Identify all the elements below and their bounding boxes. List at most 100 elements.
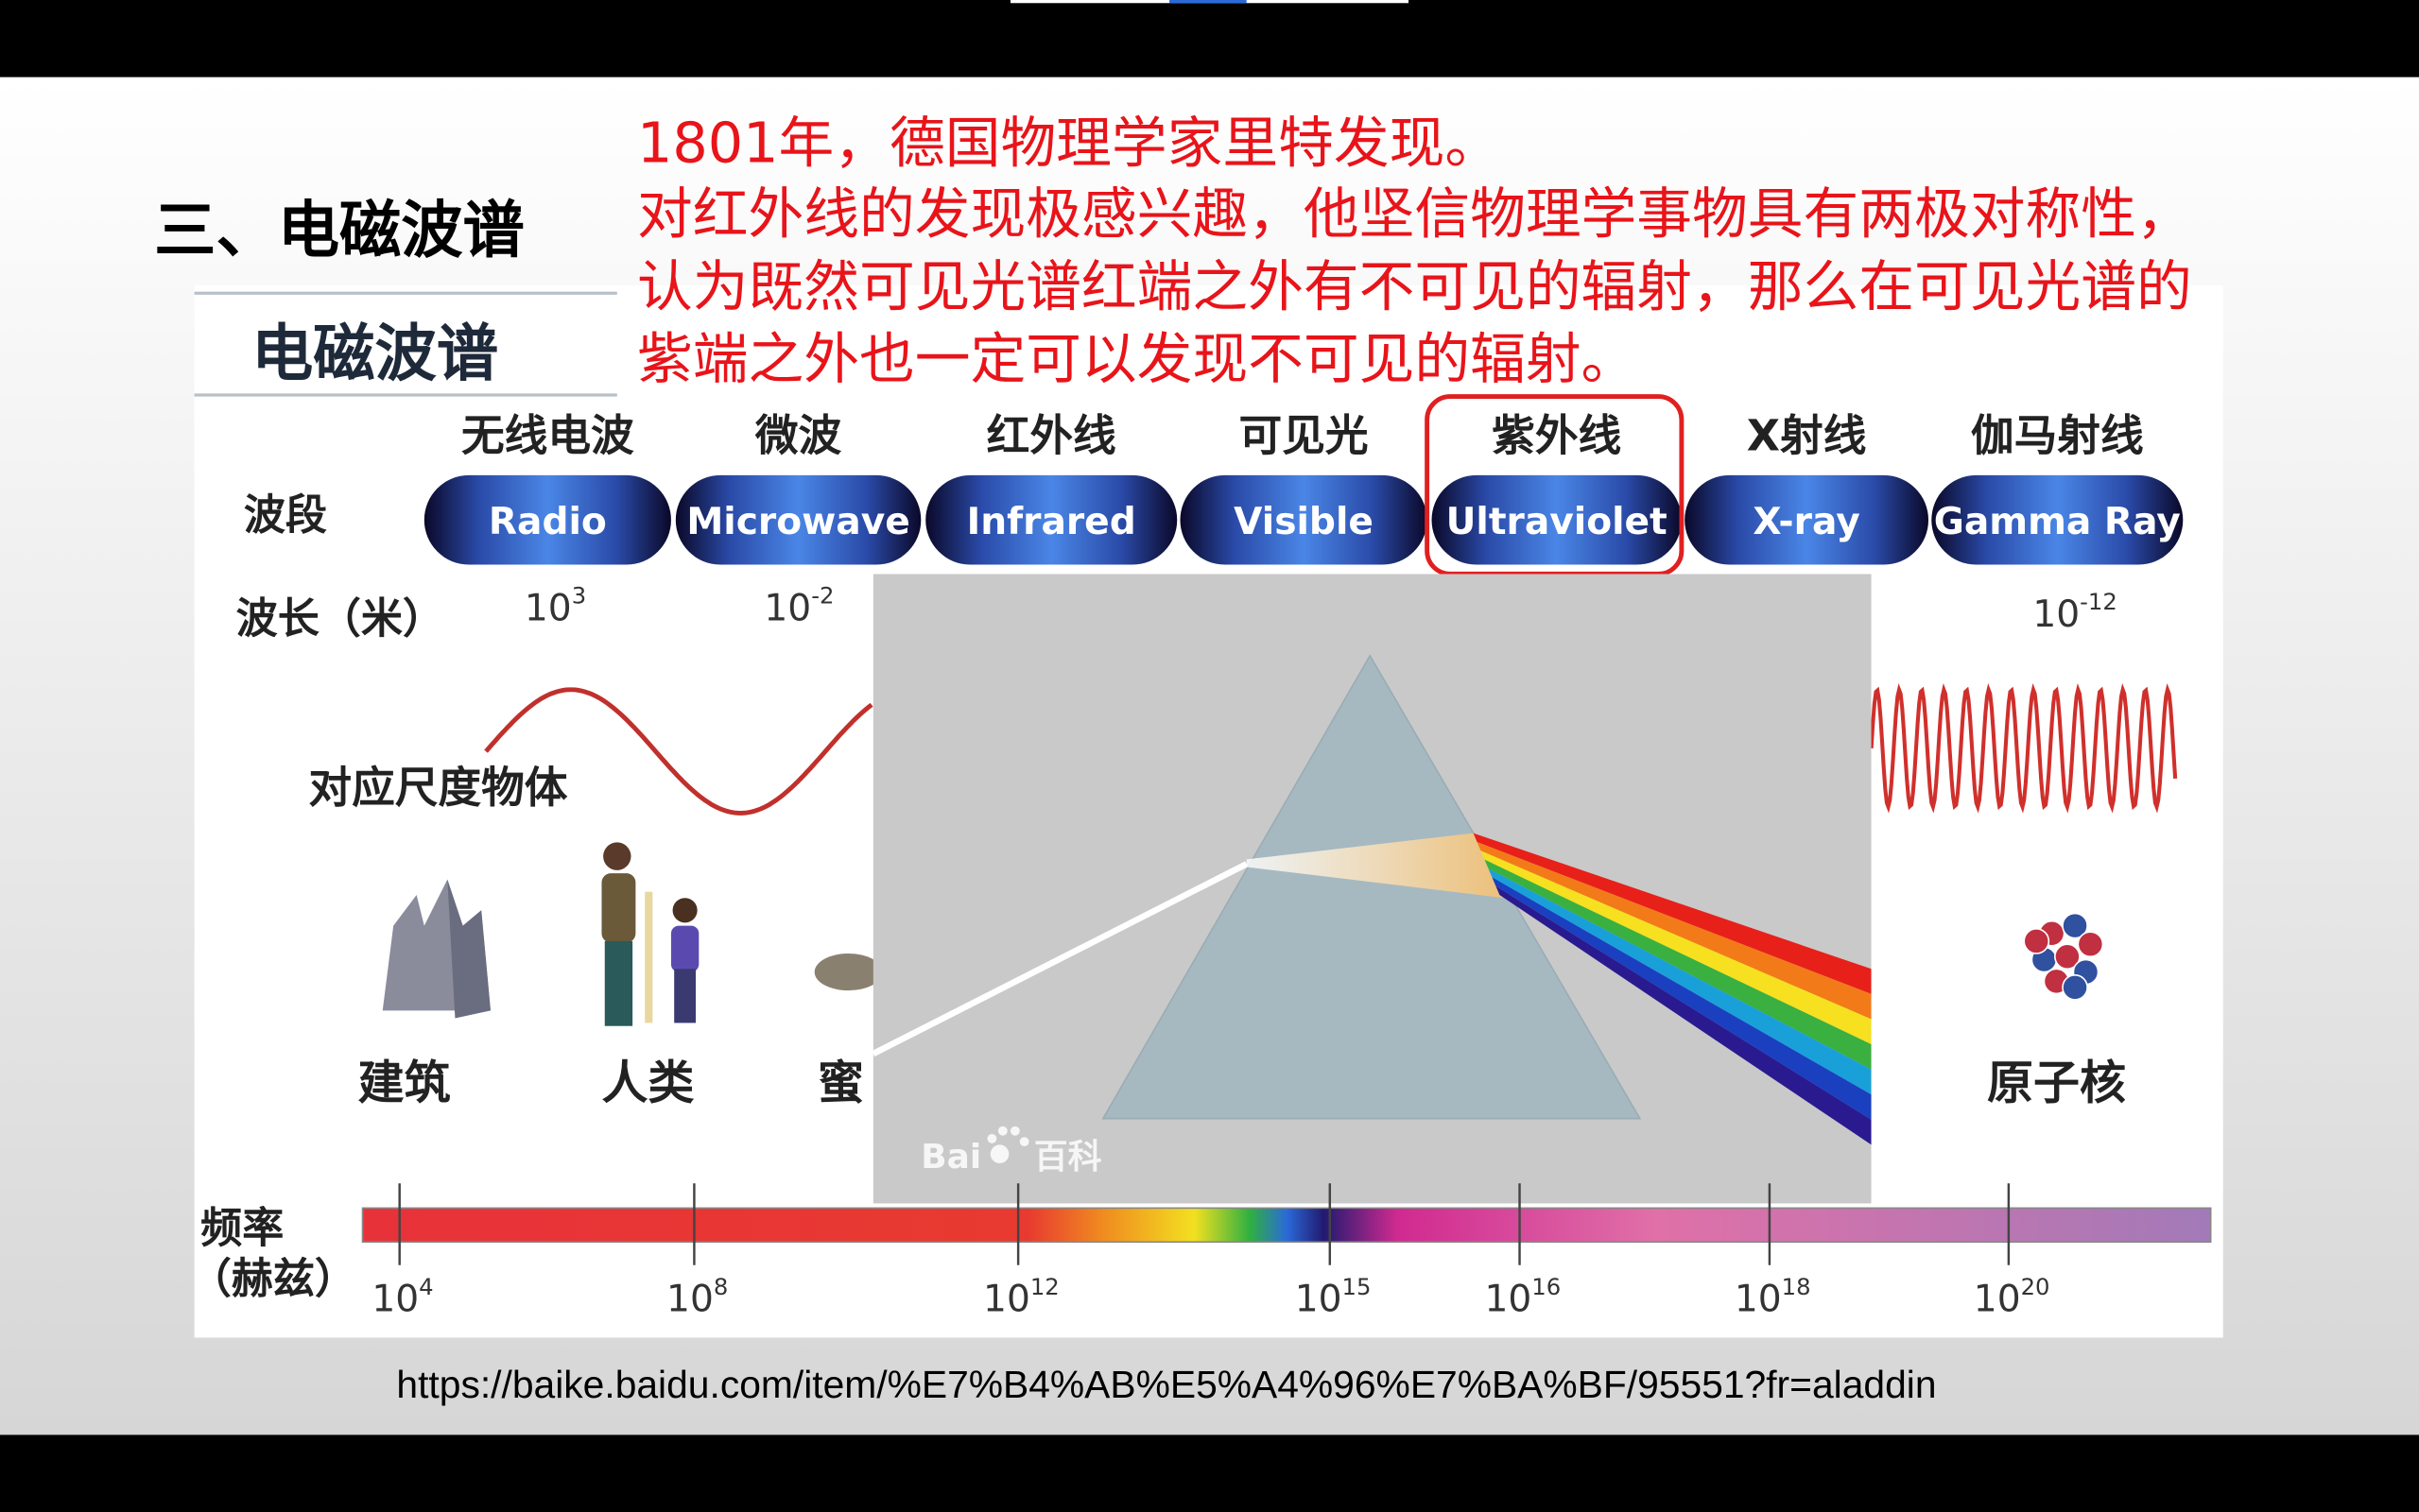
icon-nucleus-particle	[2023, 928, 2050, 954]
band-name-en: Radio	[489, 501, 607, 543]
icon-building-shade	[447, 879, 491, 1019]
frequency-value-base: 10	[666, 1279, 714, 1321]
band-name-en: Microwave	[686, 501, 909, 543]
frequency-value-base: 10	[1295, 1279, 1342, 1321]
band-pill	[1431, 474, 1682, 565]
frequency-value: 1018	[1735, 1273, 1811, 1321]
icon-nucleus-particle	[2062, 912, 2088, 939]
band-name-zh: 微波	[754, 411, 842, 461]
band-name-en: Ultraviolet	[1446, 501, 1667, 543]
icon-child-legs	[674, 969, 697, 1023]
source-url: https://baike.baidu.com/item/%E7%B4%AB%E…	[396, 1363, 1936, 1406]
prism-photo: Bai 百科	[873, 574, 1872, 1204]
note-line: 紫端之外也一定可以发现不可见的辐射。	[637, 326, 1636, 391]
band-name-zh: 红外线	[987, 411, 1116, 461]
wavelength-value: 10-2	[764, 582, 834, 630]
spectrum-band	[1480, 850, 1872, 1045]
frequency-value-exponent: 4	[419, 1273, 433, 1300]
wavelength-heading: 波长（米）	[236, 594, 444, 643]
note-line: 认为既然可见光谱红端之外有不可见的辐射，那么在可见光谱的	[637, 253, 2192, 318]
wavelength-value-base: 10	[764, 587, 811, 629]
object-label: 蜜	[818, 1056, 864, 1109]
band-pill	[675, 474, 922, 565]
content: 三、电磁波谱 1801年，德国物理学家里特发现。对红外线的发现极感兴趣，他坚信物理…	[154, 110, 2212, 1406]
spectrum-band	[1477, 841, 1872, 1020]
spectrum-band	[1473, 833, 1872, 994]
section-title: 三、电磁波谱	[154, 195, 525, 266]
frequency-value: 1016	[1484, 1273, 1561, 1321]
frequency-value: 1012	[983, 1273, 1060, 1321]
watermark-left: Bai	[921, 1138, 981, 1177]
figure-title: 电磁波谱	[251, 318, 498, 390]
frequency-value-exponent: 20	[2021, 1273, 2050, 1300]
icon-person-head	[603, 842, 631, 870]
light-ray	[873, 861, 1249, 1057]
frequency-value: 1020	[1974, 1273, 2050, 1321]
object-label: 建筑	[358, 1056, 451, 1109]
band-name-en: X-ray	[1753, 501, 1859, 543]
band-pill	[925, 474, 1178, 565]
band-pill	[423, 474, 671, 565]
spectrum-band	[1492, 877, 1872, 1120]
frequency-unit: （赫兹）	[190, 1255, 356, 1303]
icon-bee	[814, 953, 883, 991]
band-name-zh: 紫外线	[1492, 411, 1621, 461]
frequency-value-exponent: 8	[714, 1273, 728, 1300]
wavelength-value-exponent: -2	[811, 582, 834, 610]
watermark-paw	[990, 1144, 1010, 1164]
icon-nucleus-particle	[2062, 974, 2088, 1001]
frequency-value-exponent: 12	[1030, 1273, 1060, 1300]
band-name-en: Visible	[1234, 501, 1374, 543]
watermark-right: 百科	[1034, 1138, 1102, 1177]
frequency-value-base: 10	[1484, 1279, 1531, 1321]
frequency-value: 1015	[1295, 1273, 1372, 1321]
frequency-label: 频率	[200, 1204, 284, 1252]
watermark-paw	[1019, 1137, 1029, 1147]
object-label: 原子核	[1987, 1056, 2126, 1109]
toolbar-hint-active	[1169, 0, 1247, 4]
icon-person-legs	[604, 940, 633, 1026]
object-label: 人类	[601, 1056, 694, 1109]
watermark-paw	[1010, 1125, 1020, 1136]
watermark: Bai 百科	[921, 1138, 1101, 1177]
frequency-value-exponent: 18	[1782, 1273, 1811, 1300]
frequency-value-base: 10	[371, 1279, 419, 1321]
watermark-paw	[997, 1125, 1008, 1136]
icon-person-body	[601, 873, 636, 943]
frequency-value-base: 10	[1735, 1279, 1782, 1321]
band-name-zh: 伽马射线	[1971, 411, 2144, 461]
band-name-zh: X射线	[1747, 411, 1867, 461]
band-name-en: Gamma Ray	[1934, 501, 2181, 543]
frequency-bar	[361, 1207, 2212, 1244]
note-line: 1801年，德国物理学家里特发现。	[637, 110, 1500, 175]
band-pill	[1685, 474, 1929, 565]
wavelength-value-base: 10	[2032, 593, 2080, 636]
watermark-paw	[987, 1134, 997, 1143]
frequency-value-base: 10	[983, 1279, 1030, 1321]
frequency-value: 108	[666, 1273, 728, 1321]
frequency-value-exponent: 16	[1531, 1273, 1561, 1300]
icon-child-body	[670, 925, 700, 972]
frequency-value-base: 10	[1974, 1279, 2021, 1321]
spectrum-band	[1484, 859, 1872, 1070]
frequency-value-exponent: 15	[1342, 1273, 1372, 1300]
note-line: 对红外线的发现极感兴趣，他坚信物理学事物具有两极对称性，	[637, 181, 2192, 247]
icon-nucleus-particle	[2077, 931, 2104, 958]
wavelength-value-base: 10	[525, 587, 572, 629]
icon-child-head	[672, 898, 698, 923]
band-name-zh: 可见光	[1239, 411, 1369, 461]
wavelength-value: 10-12	[2032, 588, 2117, 636]
frequency-value: 104	[371, 1273, 433, 1321]
inner-spectrum	[1246, 833, 1505, 899]
wave-long	[484, 687, 873, 816]
wavelength-value-exponent: 3	[572, 582, 586, 610]
icon-nucleus-particle	[2054, 943, 2081, 971]
wavelength-value-exponent: -12	[2080, 588, 2117, 615]
objects-heading: 对应尺度物体	[308, 763, 567, 813]
icon-ruler	[645, 891, 653, 1023]
wavelength-value: 103	[525, 582, 586, 630]
band-name-zh: 无线电波	[461, 411, 634, 461]
spectrum-band	[1495, 885, 1872, 1145]
